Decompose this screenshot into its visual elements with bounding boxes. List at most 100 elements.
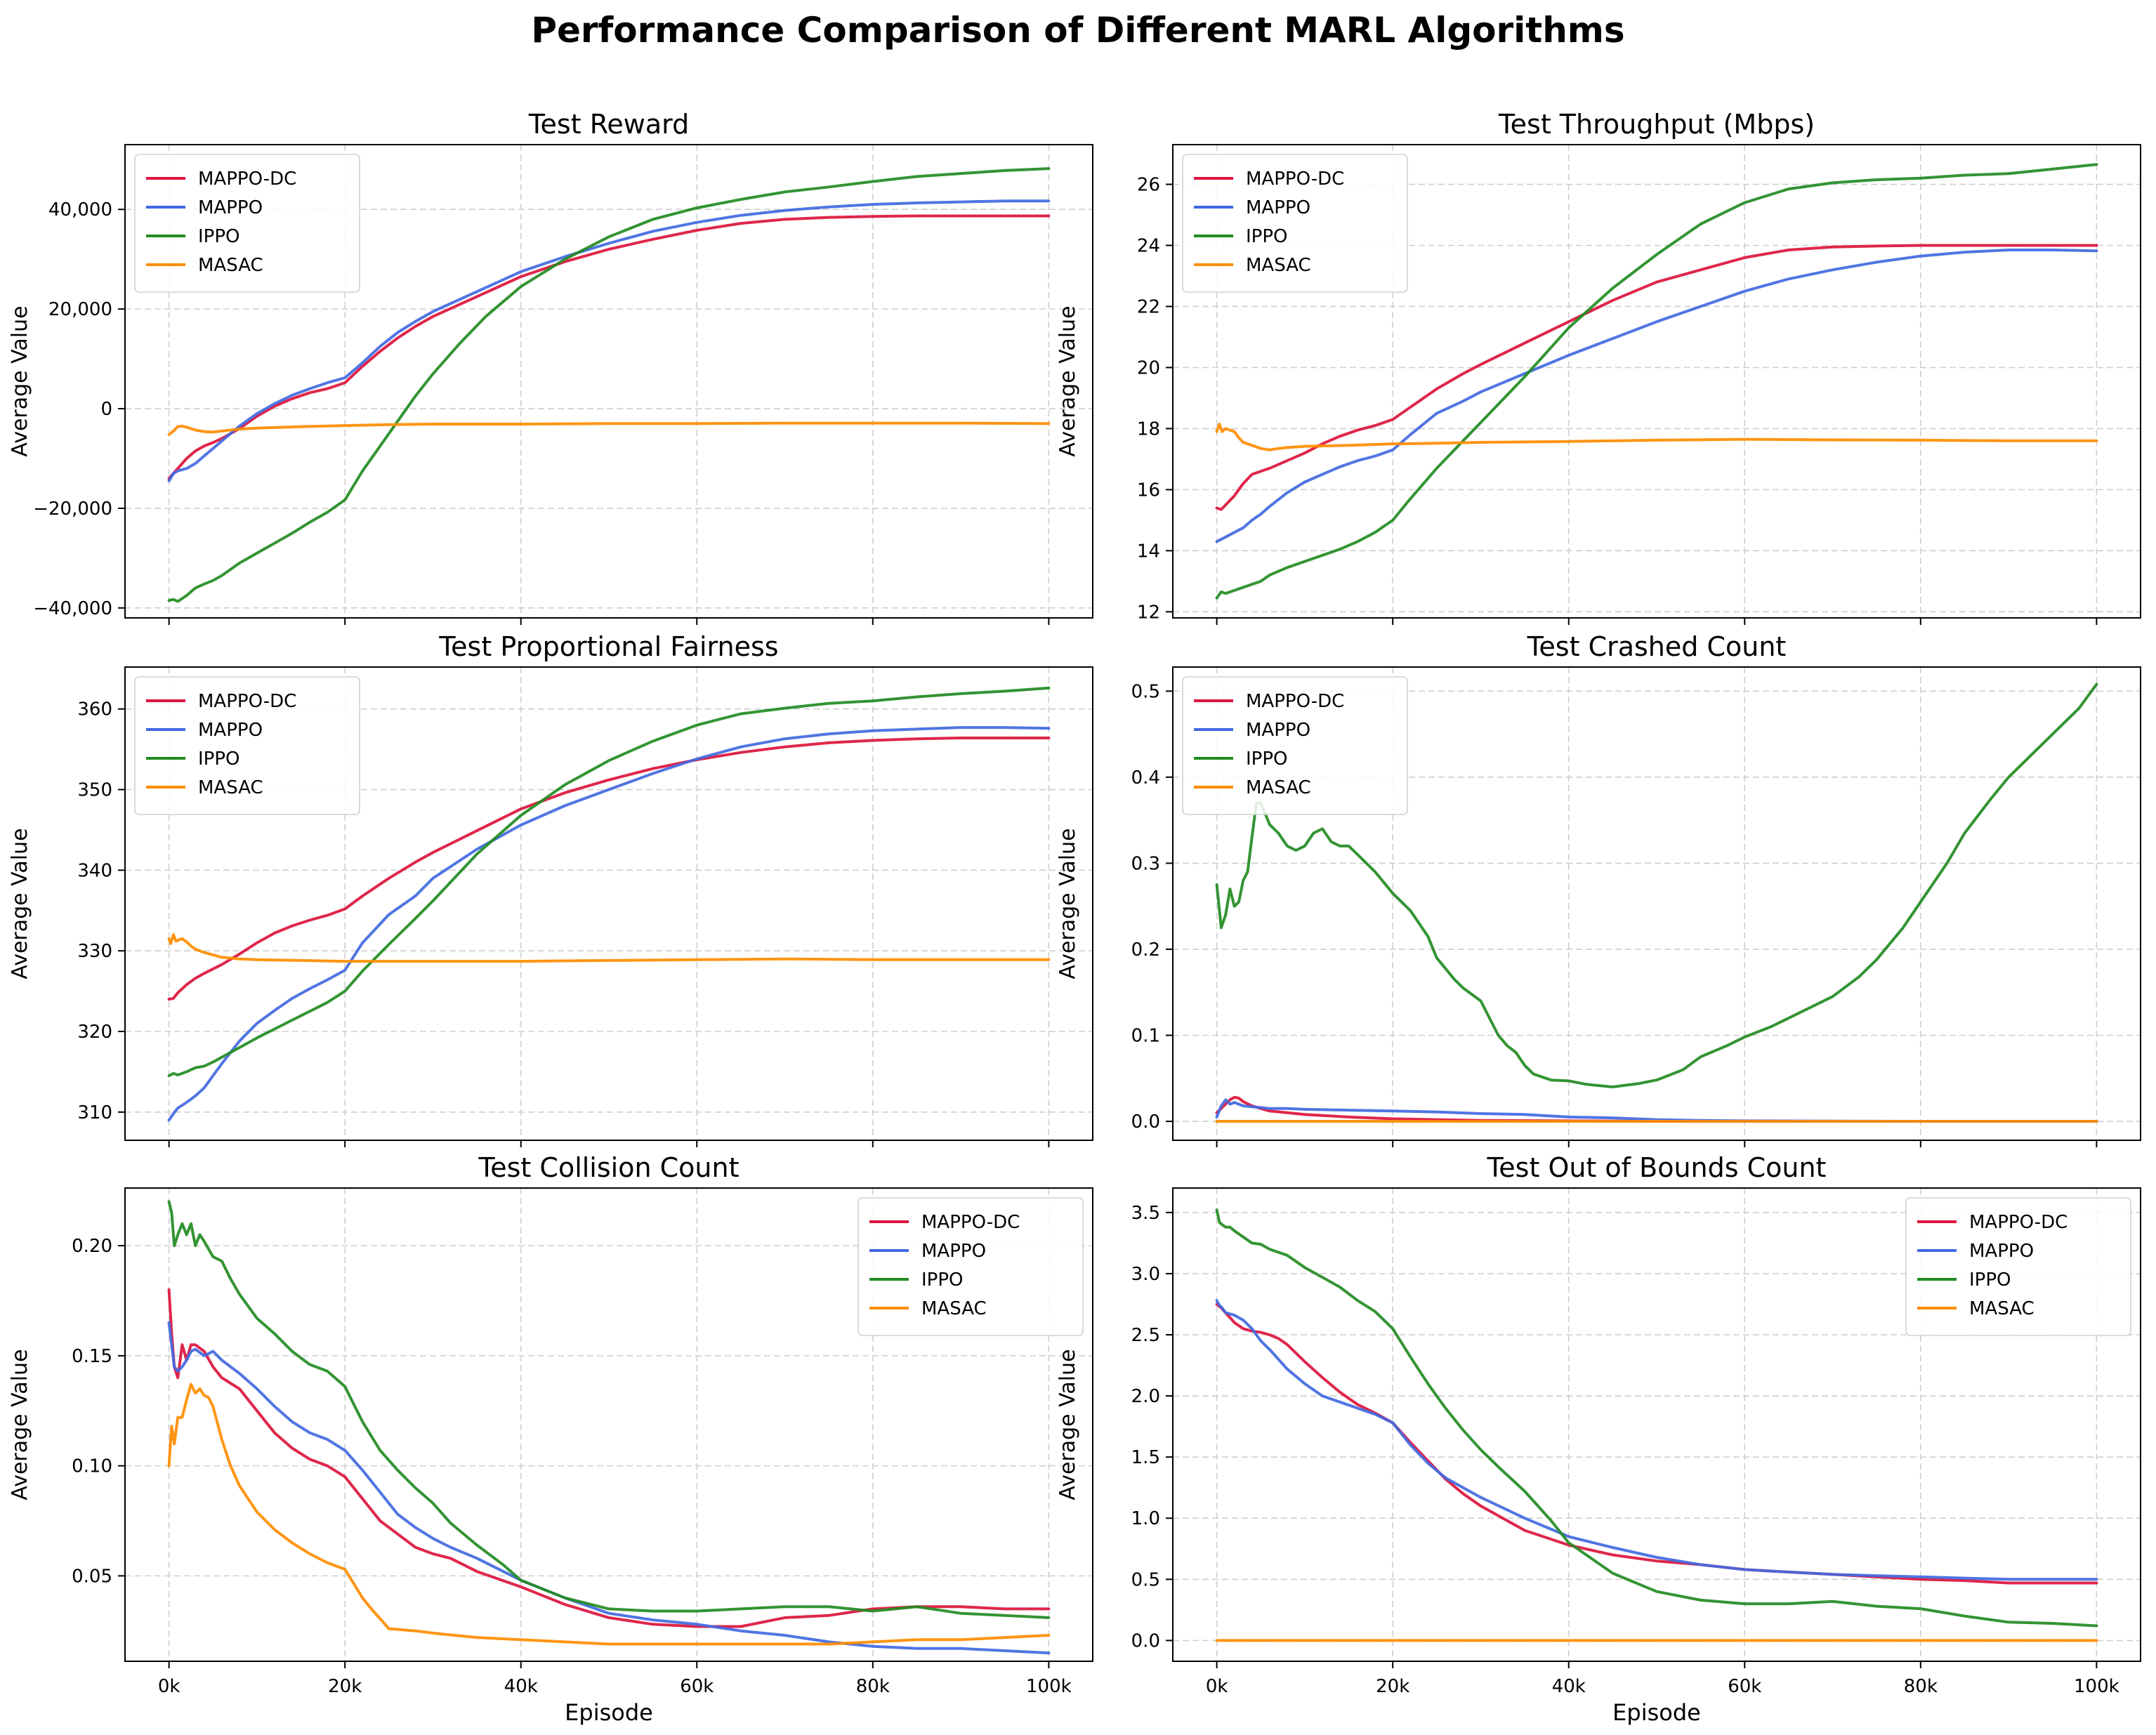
legend-label: MAPPO: [1969, 1241, 2034, 1262]
y-tick-label: 18: [1137, 418, 1160, 440]
series-line-masac: [167, 933, 1051, 963]
legend-label: IPPO: [198, 226, 240, 247]
legend[interactable]: MAPPO-DC MAPPO IPPO MASAC: [1182, 154, 1408, 293]
series-line-mappo: [1215, 249, 2098, 543]
legend-box: [1182, 676, 1408, 815]
y-tick-label: 20,000: [48, 299, 112, 320]
series-line-ippo: [167, 1200, 1051, 1619]
y-tick-label: 0.1: [1131, 1025, 1160, 1046]
legend-label: MASAC: [198, 255, 263, 276]
y-tick-label: 16: [1137, 480, 1160, 501]
y-tick-label: 0.5: [1131, 681, 1160, 702]
legend-label: MAPPO-DC: [198, 169, 296, 190]
series-lines: [167, 167, 1051, 603]
series-line-ippo: [167, 686, 1051, 1078]
series-line-mappo: [167, 199, 1051, 482]
plot-frame: [124, 144, 1093, 619]
subplot-reward: −40,000 −20,000 0 20,000 40,000 Test Reward Av…: [8, 109, 1093, 625]
legend-label: MAPPO: [198, 197, 263, 218]
series-line-ippo: [167, 167, 1051, 603]
legend-box: [1182, 154, 1408, 293]
y-tick-label: 0.05: [72, 1566, 112, 1587]
legend-label: MAPPO-DC: [1246, 169, 1344, 190]
x-tick-label: 40k: [504, 1676, 538, 1697]
x-tick-label: 80k: [856, 1676, 890, 1697]
subplot-crashed: 0.0 0.1 0.2 0.3 0.4 0.5 Test Crashed Count Aver…: [1056, 631, 2141, 1147]
plot-frame: [124, 1187, 1093, 1662]
y-tick-label: 3.0: [1131, 1264, 1160, 1285]
subplot-title: Test Out of Bounds Count: [1487, 1152, 1827, 1183]
x-tick-label: 0k: [158, 1676, 180, 1697]
legend-label: MASAC: [1969, 1298, 2035, 1319]
series-line-masac: [167, 1383, 1051, 1646]
x-tick-label: 100k: [1026, 1676, 1072, 1697]
series-line-ippo: [1215, 163, 2098, 600]
y-tick-label: 0.4: [1131, 767, 1160, 789]
figure-title: Performance Comparison of Different MARL…: [531, 10, 1625, 51]
legend[interactable]: MAPPO-DC MAPPO IPPO MASAC: [134, 676, 360, 815]
legend[interactable]: MAPPO-DC MAPPO IPPO MASAC: [134, 154, 360, 293]
x-axis-label: Episode: [565, 1699, 653, 1726]
series-line-mappo: [167, 726, 1051, 1122]
y-tick-label: 320: [77, 1022, 112, 1043]
x-tick-label: 20k: [328, 1676, 362, 1697]
legend[interactable]: MAPPO-DC MAPPO IPPO MASAC: [857, 1197, 1084, 1336]
x-tick-label: 20k: [1376, 1676, 1409, 1697]
y-tick-label: 40,000: [48, 199, 112, 220]
series-line-masac: [167, 421, 1051, 436]
y-tick-label: 2.0: [1131, 1386, 1160, 1407]
x-tick-label: 40k: [1552, 1676, 1586, 1697]
y-tick-label: 0.5: [1131, 1569, 1160, 1590]
legend[interactable]: MAPPO-DC MAPPO IPPO MASAC: [1905, 1197, 2131, 1336]
legend-label: IPPO: [198, 748, 240, 770]
plot-frame: [1172, 666, 2141, 1141]
y-tick-label: 22: [1137, 296, 1160, 317]
legend[interactable]: MAPPO-DC MAPPO IPPO MASAC: [1182, 676, 1408, 815]
legend-label: MAPPO: [1246, 197, 1310, 218]
y-axis-label: Average Value: [8, 828, 32, 979]
subplot-fairness: 310 320 330 340 350 360 Test Proportional Fair…: [8, 631, 1093, 1147]
legend-label: MASAC: [1246, 777, 1311, 798]
series-line-mappo: [1215, 1299, 2098, 1581]
y-tick-label: 0.20: [72, 1236, 112, 1257]
legend-box: [1905, 1197, 2131, 1336]
y-axis-label: Average Value: [1056, 828, 1080, 979]
series-line-mappo-dc: [1215, 1302, 2098, 1585]
y-tick-label: 2.5: [1131, 1325, 1160, 1346]
legend-label: MAPPO-DC: [1969, 1212, 2068, 1233]
y-tick-label: 360: [77, 699, 112, 720]
series-line-ippo: [1215, 1208, 2098, 1628]
x-axis-label: Episode: [1612, 1699, 1701, 1726]
series-line-mappo-dc: [1215, 244, 2098, 511]
y-tick-label: 0.3: [1131, 853, 1160, 874]
legend-label: IPPO: [1246, 748, 1288, 770]
subplot-title: Test Reward: [528, 109, 689, 140]
y-tick-label: −20,000: [33, 499, 112, 520]
series-line-mappo-dc: [167, 737, 1051, 1001]
subplot-title: Test Proportional Fairness: [438, 631, 778, 662]
series-line-masac: [1215, 422, 2098, 451]
legend-label: MAPPO-DC: [921, 1212, 1020, 1233]
x-tick-label: 60k: [680, 1676, 714, 1697]
legend-label: IPPO: [1246, 226, 1288, 247]
legend-label: MAPPO-DC: [1246, 691, 1344, 712]
y-tick-label: 310: [77, 1102, 112, 1123]
legend-box: [857, 1197, 1084, 1336]
grid: [125, 145, 1093, 618]
y-tick-label: 0.0: [1131, 1111, 1160, 1133]
subplot-title: Test Throughput (Mbps): [1498, 109, 1815, 140]
y-tick-label: 1.0: [1131, 1508, 1160, 1529]
subplot-throughput: 12 14 16 18 20 22 24 26 Test Throughput (Mbps) Av…: [1056, 109, 2141, 625]
subplot-collision: 0k 20k 40k 60k 80k 100k 0.05 0.10 0.15 0.20 Test C…: [8, 1152, 1093, 1726]
y-tick-label: 0.10: [72, 1456, 112, 1477]
series-line-mappo-dc: [167, 1288, 1051, 1628]
legend-label: IPPO: [921, 1269, 964, 1291]
y-tick-label: 340: [77, 860, 112, 881]
legend-box: [134, 154, 360, 293]
y-axis-label: Average Value: [8, 305, 32, 456]
plot-frame: [124, 666, 1093, 1141]
series-lines: [1215, 1208, 2098, 1642]
y-tick-label: 0.2: [1131, 939, 1160, 961]
plot-frame: [1172, 144, 2141, 619]
